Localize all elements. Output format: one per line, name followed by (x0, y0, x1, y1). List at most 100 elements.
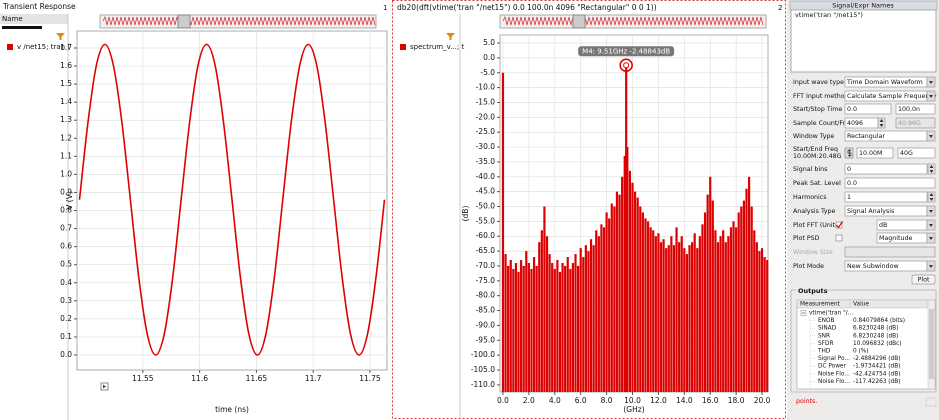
signal-item[interactable]: vtime('tran "/net15") (795, 11, 863, 19)
x-axis-label: time (ns) (215, 405, 249, 414)
measurement-name: DC Power (818, 364, 846, 370)
spectrum-bar (600, 224, 603, 392)
y-tick-label: 1.3 (60, 115, 72, 124)
text-field[interactable] (856, 147, 894, 159)
spectrum-bar (740, 206, 743, 392)
measurement-value: -2.4884296 (dB) (853, 356, 900, 362)
spectrum-bar (561, 262, 564, 392)
field-label: Peak Sat. Level (793, 180, 841, 187)
dropdown-arrow (929, 95, 933, 98)
column-header[interactable]: Measurement (800, 302, 841, 308)
text-field[interactable] (897, 147, 936, 159)
spectrum-bar (608, 218, 611, 392)
y-tick-label: -60.0 (476, 231, 496, 240)
subwindow-number: 2 (778, 4, 782, 12)
overview-strip[interactable] (499, 14, 767, 29)
y-tick-label: 0.0 (483, 53, 495, 62)
x-tick-label: 16.0 (702, 396, 719, 405)
spectrum-bar (610, 203, 613, 392)
spinner-arrows (879, 119, 884, 127)
text-field[interactable] (895, 103, 936, 115)
checkbox[interactable] (835, 221, 843, 229)
overview-thumb[interactable] (572, 14, 586, 29)
y-tick-label: 0.3 (60, 296, 72, 305)
spectrum-bar (698, 236, 701, 392)
measurement-name: Noise Flo... (818, 379, 850, 385)
select-text: dB (879, 222, 887, 229)
measurement-value: 6.8230248 (dB) (853, 326, 898, 332)
measurement-name: ENOB (818, 318, 835, 324)
spectrum-bar (709, 176, 712, 392)
text-field[interactable] (844, 163, 928, 175)
spectrum-bar (602, 227, 606, 392)
text-field[interactable] (844, 177, 936, 189)
x-tick-label: 2.0 (523, 396, 535, 405)
legend-label[interactable]: spectrum_v...; t (410, 43, 464, 51)
table-header (796, 299, 928, 309)
marker-ring[interactable] (619, 58, 633, 73)
field-label: Harmonics (793, 194, 827, 201)
filter-icon[interactable] (446, 33, 455, 40)
spectrum-bar (625, 65, 628, 392)
text-field (844, 246, 936, 258)
measurement-name: Noise Flo... (818, 371, 850, 377)
chart-title: Transient Response (2, 2, 76, 11)
field-label: Start/End Freq (793, 146, 838, 153)
x-axis-label: (GHz) (623, 405, 644, 414)
spectrum-bar (556, 260, 559, 392)
spectrum-bar (504, 254, 507, 392)
spectrum-bar (675, 227, 678, 392)
measurement-name: SFDR (818, 341, 834, 347)
spectrum-bar (688, 245, 691, 392)
measurement-name: vtime('tran "/... (809, 311, 853, 317)
x-tick-label: 10.0 (624, 396, 641, 405)
dropdown-arrow (929, 265, 933, 268)
spinner[interactable] (927, 191, 936, 203)
y-tick-label: -20.0 (476, 112, 496, 121)
checkbox[interactable] (835, 234, 843, 242)
y-tick-label: 1.4 (60, 97, 72, 106)
spinner[interactable] (877, 117, 886, 129)
spectrum-bar (659, 242, 663, 392)
spectrum-bar (569, 268, 572, 392)
field-label: 10.00M:20.48G (793, 153, 842, 160)
spectrum-bar (618, 194, 621, 392)
spectrum-bar (657, 233, 660, 392)
spectrum-bar (595, 230, 598, 392)
y-tick-label: -25.0 (476, 127, 496, 136)
legend-swatch (7, 44, 13, 50)
scroll-thumb[interactable] (929, 309, 934, 379)
spectrum-bar (628, 170, 632, 392)
outputs-title-bg (796, 287, 826, 294)
text-field (895, 117, 936, 129)
spectrum-bar (670, 236, 673, 392)
spectrum-bar (667, 245, 670, 392)
spectrum-bar (735, 227, 738, 392)
spinner[interactable] (927, 163, 936, 175)
spectrum-bar (636, 197, 639, 392)
spectrum-bar (722, 230, 725, 392)
marker-label-bg (578, 46, 675, 57)
x-tick-label: 11.6 (191, 374, 208, 383)
column-header[interactable]: Value (853, 302, 869, 308)
spectrum-bar (566, 257, 569, 392)
text-field[interactable] (844, 103, 892, 115)
spectrum-bar (613, 206, 616, 392)
x-tick-label: 4.0 (549, 396, 561, 405)
overview-thumb[interactable] (177, 14, 191, 29)
text-field[interactable] (844, 191, 928, 203)
filter-icon[interactable] (56, 33, 65, 40)
spectrum-bar (683, 248, 686, 392)
spectrum-bar (507, 265, 510, 392)
legend-label[interactable]: v /net15; tran ( (17, 43, 70, 51)
measurement-value: -117.42263 (dB) (853, 379, 900, 385)
spectrum-bar (716, 242, 720, 392)
y-tick-label: -65.0 (476, 246, 496, 255)
spectrum-bar (742, 200, 746, 392)
spectrum-bar (532, 257, 536, 392)
spectrum-bar (737, 212, 740, 392)
chart-title: db20(dft(vtime('tran "/net15") 0.0 100.0… (397, 3, 657, 12)
plot-button[interactable] (911, 274, 936, 285)
spectrum-bar (527, 262, 530, 392)
y-tick-label: -50.0 (476, 202, 496, 211)
